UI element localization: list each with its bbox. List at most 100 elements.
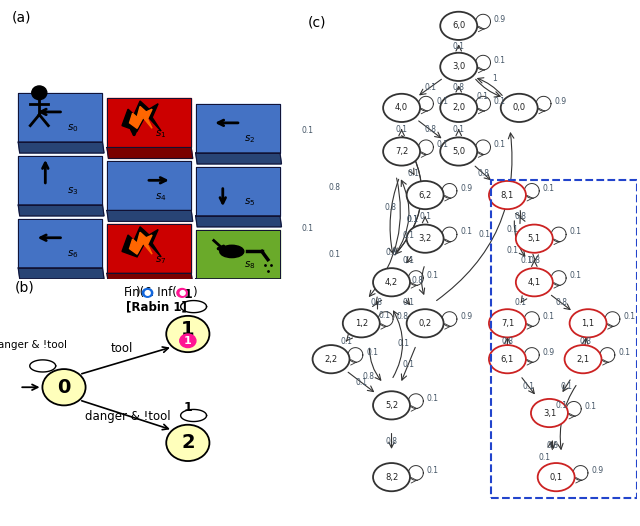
Text: 0.1: 0.1 — [328, 249, 340, 259]
Text: 0.1: 0.1 — [452, 42, 465, 51]
Ellipse shape — [440, 12, 477, 40]
Text: 0.8: 0.8 — [385, 248, 397, 257]
Text: 7,1: 7,1 — [501, 319, 514, 328]
Text: 0.9: 0.9 — [554, 97, 566, 106]
Polygon shape — [19, 219, 102, 268]
Text: 0.1: 0.1 — [539, 453, 551, 462]
Text: 1: 1 — [184, 401, 192, 414]
Text: 0.1: 0.1 — [543, 184, 555, 193]
Polygon shape — [129, 106, 152, 128]
Polygon shape — [196, 153, 282, 164]
Text: 0.1: 0.1 — [403, 256, 414, 265]
Text: (a): (a) — [12, 11, 32, 25]
Polygon shape — [196, 167, 280, 216]
Text: 0.1: 0.1 — [340, 337, 352, 346]
Ellipse shape — [440, 137, 477, 166]
Circle shape — [166, 316, 209, 352]
Circle shape — [166, 425, 209, 461]
Text: 0.8: 0.8 — [371, 298, 383, 307]
Polygon shape — [19, 268, 104, 279]
Text: 0.1: 0.1 — [301, 224, 314, 233]
Text: 0.1: 0.1 — [403, 231, 415, 240]
Text: $s_7$: $s_7$ — [156, 254, 167, 266]
Text: 1,2: 1,2 — [355, 319, 368, 328]
Text: 0.1: 0.1 — [452, 125, 465, 134]
Text: 0.9: 0.9 — [460, 312, 472, 321]
Text: 1: 1 — [184, 288, 192, 300]
Ellipse shape — [564, 345, 602, 373]
Text: 0.1: 0.1 — [570, 271, 582, 280]
Text: 0.1: 0.1 — [477, 92, 489, 101]
Text: 0.1: 0.1 — [407, 169, 419, 178]
Text: (b): (b) — [15, 281, 35, 295]
Ellipse shape — [312, 345, 349, 373]
Text: 0.1: 0.1 — [520, 256, 532, 265]
Circle shape — [32, 86, 47, 99]
Text: 5,1: 5,1 — [528, 234, 541, 243]
Ellipse shape — [531, 399, 568, 427]
Text: $s_4$: $s_4$ — [156, 191, 167, 203]
Text: ): ) — [192, 286, 196, 299]
Ellipse shape — [406, 309, 444, 337]
Text: [Rabin 1]: [Rabin 1] — [125, 301, 187, 314]
Text: 5,2: 5,2 — [385, 401, 398, 410]
Text: 0.1: 0.1 — [427, 271, 438, 280]
Text: 0.1: 0.1 — [406, 215, 419, 224]
Text: 3,1: 3,1 — [543, 409, 556, 418]
Text: 8,1: 8,1 — [501, 190, 514, 199]
Text: 0: 0 — [58, 378, 70, 397]
Text: ) & Inf(: ) & Inf( — [136, 286, 177, 299]
Polygon shape — [196, 104, 280, 153]
Circle shape — [142, 289, 153, 297]
Ellipse shape — [406, 225, 444, 253]
Polygon shape — [122, 227, 161, 257]
Text: 0.1: 0.1 — [623, 312, 636, 321]
Text: 0.1: 0.1 — [543, 312, 555, 321]
Text: 4,2: 4,2 — [385, 278, 398, 287]
Text: 0.8: 0.8 — [528, 256, 540, 265]
Text: 0.1: 0.1 — [618, 348, 630, 357]
Ellipse shape — [343, 309, 380, 337]
Text: 6,0: 6,0 — [452, 22, 465, 31]
Ellipse shape — [489, 309, 526, 337]
Text: 0.1: 0.1 — [515, 298, 527, 307]
Text: 0.1: 0.1 — [507, 225, 519, 234]
Ellipse shape — [570, 309, 607, 337]
Ellipse shape — [500, 94, 538, 122]
Text: $s_5$: $s_5$ — [244, 196, 255, 208]
Text: 0.1: 0.1 — [460, 227, 472, 236]
Ellipse shape — [538, 463, 575, 491]
Ellipse shape — [383, 94, 420, 122]
Polygon shape — [107, 210, 193, 221]
Text: 0.1: 0.1 — [494, 56, 506, 65]
Text: 0.9: 0.9 — [591, 466, 604, 475]
Text: 0.9: 0.9 — [494, 15, 506, 24]
Text: 0.1: 0.1 — [522, 382, 534, 391]
Text: 0.8: 0.8 — [328, 183, 340, 192]
Polygon shape — [196, 216, 282, 227]
Ellipse shape — [373, 268, 410, 296]
Text: 0.1: 0.1 — [507, 247, 519, 256]
Text: ●: ● — [144, 288, 151, 297]
Polygon shape — [107, 274, 193, 284]
Text: 0.8: 0.8 — [555, 298, 567, 307]
Text: 7,2: 7,2 — [395, 147, 408, 156]
Text: $s_1$: $s_1$ — [156, 128, 167, 140]
Text: 0.8: 0.8 — [396, 312, 408, 321]
Text: 3,0: 3,0 — [452, 63, 465, 72]
Text: $s_2$: $s_2$ — [244, 134, 255, 145]
Circle shape — [180, 334, 196, 348]
Text: 0.8: 0.8 — [580, 337, 591, 346]
Text: 0.1: 0.1 — [494, 97, 506, 106]
Ellipse shape — [489, 345, 526, 373]
Text: 0,0: 0,0 — [513, 104, 526, 113]
Text: 0.1: 0.1 — [355, 378, 367, 387]
Ellipse shape — [489, 181, 526, 209]
Polygon shape — [107, 147, 193, 158]
Text: 0.8: 0.8 — [452, 83, 465, 92]
Text: 0.8: 0.8 — [477, 169, 489, 178]
Ellipse shape — [373, 391, 410, 419]
Polygon shape — [19, 142, 104, 153]
Text: 0.1: 0.1 — [427, 394, 438, 403]
Text: 0.1: 0.1 — [570, 227, 582, 236]
